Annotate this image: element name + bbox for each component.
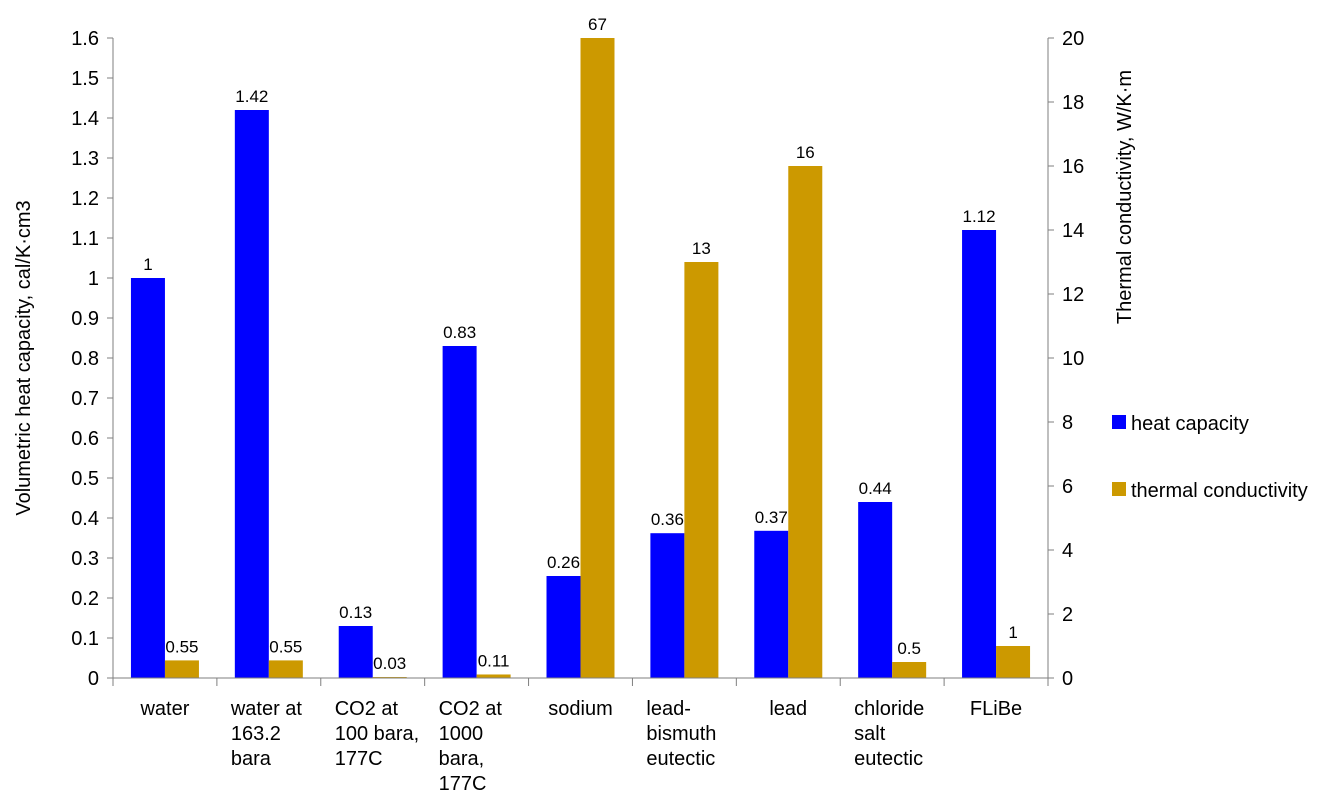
bar-thermal-conductivity-5: [684, 262, 719, 678]
left-tick-label-15: 1.5: [71, 68, 99, 90]
category-label-5: lead-bismuth eutectic: [646, 698, 716, 770]
category-label-7: chloride salt eutectic: [854, 698, 924, 770]
category-label-2: CO2 at 100 bara, 177C: [335, 698, 420, 770]
data-label-thermal-conductivity-6: 16: [796, 143, 815, 162]
heat-capacity-bars: [130, 110, 997, 678]
right-tick-label-4: 8: [1062, 412, 1073, 434]
data-label-thermal-conductivity-8: 1: [1008, 623, 1017, 642]
data-label-heat-capacity-2: 0.13: [339, 603, 372, 622]
left-tick-label-14: 1.4: [71, 108, 99, 130]
left-tick-label-16: 1.6: [71, 28, 99, 50]
right-tick-label-2: 4: [1062, 540, 1073, 562]
left-tick-label-2: 0.2: [71, 588, 99, 610]
bar-thermal-conductivity-8: [996, 646, 1031, 678]
right-axis-ticks: 0 2 4 6 8 10 12 14 16 18 20: [1048, 28, 1084, 690]
left-tick-label-6: 0.6: [71, 428, 99, 450]
right-tick-label-3: 6: [1062, 476, 1073, 498]
data-label-heat-capacity-1: 1.42: [235, 87, 268, 106]
right-tick-label-9: 18: [1062, 92, 1084, 114]
left-tick-label-1: 0.1: [71, 628, 99, 650]
left-tick-label-9: 0.9: [71, 308, 99, 330]
category-label-3: CO2 at 1000 bara, 177C: [439, 698, 503, 795]
right-tick-label-0: 0: [1062, 668, 1073, 690]
data-label-heat-capacity-5: 0.36: [651, 510, 684, 529]
data-label-heat-capacity-6: 0.37: [755, 508, 788, 527]
legend-label-thermal-conductivity: thermal conductivity: [1131, 480, 1308, 502]
category-label-4: sodium: [548, 698, 612, 720]
category-label-6: lead: [769, 698, 807, 720]
bar-heat-capacity-6: [754, 530, 789, 678]
bar-heat-capacity-3: [442, 346, 477, 678]
thermal-conductivity-bars: [164, 38, 1031, 678]
left-tick-label-8: 0.8: [71, 348, 99, 370]
category-label-8: FLiBe: [970, 698, 1022, 720]
left-tick-label-10: 1: [88, 268, 99, 290]
bar-heat-capacity-0: [130, 278, 165, 678]
data-label-thermal-conductivity-1: 0.55: [269, 637, 302, 656]
right-tick-label-10: 20: [1062, 28, 1084, 50]
bar-thermal-conductivity-3: [476, 674, 511, 678]
legend: heat capacity thermal conductivity: [1112, 413, 1308, 502]
left-axis-ticks: 0 0.1 0.2 0.3 0.4 0.5 0.6 0.7 0.8 0.9 1 1.1 1.2 1.3 1.…: [71, 28, 113, 690]
left-tick-label-0: 0: [88, 668, 99, 690]
category-label-0: water: [139, 698, 189, 720]
data-label-heat-capacity-8: 1.12: [963, 207, 996, 226]
left-tick-label-12: 1.2: [71, 188, 99, 210]
bar-thermal-conductivity-4: [580, 38, 615, 678]
data-label-heat-capacity-4: 0.26: [547, 553, 580, 572]
category-label-1: water at 163.2 bara: [230, 698, 303, 770]
bar-heat-capacity-2: [338, 626, 373, 678]
bar-thermal-conductivity-1: [268, 660, 303, 678]
data-label-thermal-conductivity-5: 13: [692, 239, 711, 258]
left-tick-label-4: 0.4: [71, 508, 99, 530]
data-label-heat-capacity-7: 0.44: [859, 479, 892, 498]
left-tick-label-7: 0.7: [71, 388, 99, 410]
right-tick-label-6: 12: [1062, 284, 1084, 306]
data-label-thermal-conductivity-0: 0.55: [165, 637, 198, 656]
legend-swatch-heat-capacity: [1112, 415, 1126, 429]
right-tick-label-7: 14: [1062, 220, 1084, 242]
bar-heat-capacity-4: [546, 576, 581, 678]
data-label-thermal-conductivity-4: 67: [588, 15, 607, 34]
left-tick-label-5: 0.5: [71, 468, 99, 490]
right-tick-label-8: 16: [1062, 156, 1084, 178]
legend-label-heat-capacity: heat capacity: [1131, 413, 1249, 435]
bar-thermal-conductivity-7: [892, 662, 927, 678]
left-tick-label-13: 1.3: [71, 148, 99, 170]
data-label-thermal-conductivity-2: 0.03: [373, 654, 406, 673]
data-label-thermal-conductivity-3: 0.11: [478, 651, 510, 670]
bar-heat-capacity-8: [962, 230, 997, 678]
left-axis-title: Volumetric heat capacity, cal/K·cm3: [13, 200, 35, 515]
bar-thermal-conductivity-6: [788, 166, 823, 678]
bar-heat-capacity-5: [650, 533, 685, 678]
data-labels: 1 0.55 1.42 0.55 0.13 0.03 0.83 0.11 0.26 67 0.36 1…: [143, 15, 1018, 673]
right-tick-label-1: 2: [1062, 604, 1073, 626]
left-tick-label-11: 1.1: [71, 228, 99, 250]
legend-swatch-thermal-conductivity: [1112, 482, 1126, 496]
bar-thermal-conductivity-0: [164, 660, 199, 678]
data-label-thermal-conductivity-7: 0.5: [897, 639, 921, 658]
right-axis-title: Thermal conductivity, W/K·m: [1114, 70, 1136, 324]
bar-heat-capacity-1: [234, 110, 269, 678]
category-labels: water water at 163.2 bara CO2 at 100 bara, 177…: [139, 698, 1022, 795]
data-label-heat-capacity-0: 1: [143, 255, 152, 274]
bar-heat-capacity-7: [858, 502, 893, 678]
data-label-heat-capacity-3: 0.83: [443, 323, 476, 342]
left-tick-label-3: 0.3: [71, 548, 99, 570]
right-tick-label-5: 10: [1062, 348, 1084, 370]
